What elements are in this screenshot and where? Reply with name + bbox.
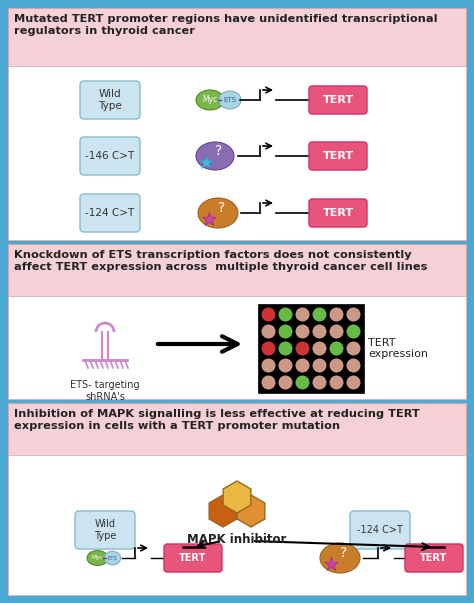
Bar (8, 8, 466, 240)
Text: ?: ? (215, 144, 223, 158)
Text: TERT: TERT (179, 553, 207, 563)
Polygon shape (237, 495, 265, 527)
Circle shape (329, 308, 344, 321)
Ellipse shape (320, 543, 360, 573)
Ellipse shape (87, 551, 108, 566)
Text: Knockdown of ETS transcription factors does not consistently
affect TERT express: Knockdown of ETS transcription factors d… (14, 250, 428, 271)
Circle shape (295, 324, 310, 338)
Bar (8, 296, 466, 399)
Circle shape (329, 376, 344, 390)
Polygon shape (209, 495, 237, 527)
Circle shape (262, 359, 275, 373)
Text: TERT
expression: TERT expression (368, 338, 428, 359)
Circle shape (346, 359, 361, 373)
Ellipse shape (219, 91, 241, 109)
Circle shape (262, 376, 275, 390)
Text: TERT: TERT (322, 208, 354, 218)
Circle shape (279, 359, 292, 373)
Bar (8, 66, 466, 240)
Text: -124 C>T: -124 C>T (85, 208, 135, 218)
Text: Mutated TERT promoter regions have unidentified transcriptional
regulators in th: Mutated TERT promoter regions have unide… (14, 14, 438, 36)
Circle shape (346, 308, 361, 321)
Point (205, 214, 213, 224)
Text: -124 C>T: -124 C>T (357, 525, 403, 535)
Text: Inhibition of MAPK signalling is less effective at reducing TERT
expression in c: Inhibition of MAPK signalling is less ef… (14, 409, 420, 431)
Circle shape (262, 324, 275, 338)
Text: TERT: TERT (322, 151, 354, 161)
Bar (8, 244, 466, 399)
Circle shape (295, 359, 310, 373)
Circle shape (346, 324, 361, 338)
Circle shape (279, 308, 292, 321)
Circle shape (295, 308, 310, 321)
Point (202, 157, 210, 167)
Ellipse shape (104, 551, 121, 565)
Bar (8, 403, 466, 595)
Circle shape (262, 341, 275, 356)
Text: ?: ? (219, 201, 226, 215)
Circle shape (295, 376, 310, 390)
Text: Myc: Myc (91, 555, 103, 561)
Text: Wild
Type: Wild Type (94, 519, 116, 541)
Circle shape (329, 359, 344, 373)
Circle shape (279, 341, 292, 356)
FancyBboxPatch shape (80, 81, 140, 119)
Circle shape (346, 341, 361, 356)
Circle shape (312, 376, 327, 390)
Text: Myc: Myc (202, 95, 218, 104)
Bar (258, 304, 364, 393)
Text: ETS: ETS (224, 97, 237, 103)
Circle shape (329, 341, 344, 356)
Text: -146 C>T: -146 C>T (85, 151, 135, 161)
FancyBboxPatch shape (309, 199, 367, 227)
Text: ETS- targeting
shRNA's: ETS- targeting shRNA's (70, 380, 140, 402)
Text: ?: ? (340, 546, 347, 560)
FancyBboxPatch shape (80, 194, 140, 232)
Circle shape (279, 376, 292, 390)
FancyBboxPatch shape (80, 137, 140, 175)
Circle shape (329, 324, 344, 338)
Circle shape (312, 308, 327, 321)
FancyBboxPatch shape (75, 511, 135, 549)
Polygon shape (223, 481, 251, 513)
FancyBboxPatch shape (309, 86, 367, 114)
Circle shape (312, 359, 327, 373)
Ellipse shape (196, 142, 234, 170)
FancyBboxPatch shape (309, 142, 367, 170)
Circle shape (262, 308, 275, 321)
Circle shape (312, 324, 327, 338)
Text: TERT: TERT (322, 95, 354, 105)
Circle shape (346, 376, 361, 390)
Ellipse shape (198, 198, 238, 228)
Text: Wild
Type: Wild Type (98, 89, 122, 111)
Point (327, 559, 335, 569)
FancyBboxPatch shape (350, 511, 410, 549)
Circle shape (279, 324, 292, 338)
Text: TERT: TERT (420, 553, 447, 563)
Bar (8, 455, 466, 595)
Ellipse shape (196, 90, 224, 110)
Circle shape (295, 341, 310, 356)
Text: MAPK inhibitor: MAPK inhibitor (187, 533, 287, 546)
FancyBboxPatch shape (164, 544, 222, 572)
FancyBboxPatch shape (405, 544, 463, 572)
Circle shape (312, 341, 327, 356)
Text: ETS: ETS (108, 555, 118, 561)
